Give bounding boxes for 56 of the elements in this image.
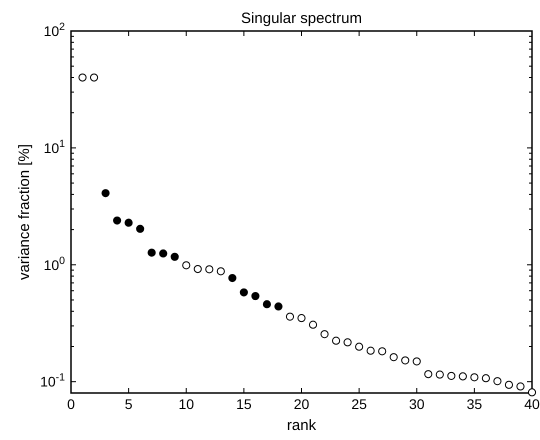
point [286,312,294,321]
point [170,252,179,261]
point [182,261,190,270]
x-tick-label: 15 [236,396,252,412]
y-tick-label: 10$^{-1}$ [40,372,66,390]
point [251,292,260,300]
y-tick-label: 10$^{1}$ [44,138,66,156]
point [136,224,144,233]
point [447,372,456,380]
x-tick-label: 30 [408,396,425,412]
chart-title: Singular spectrum [241,10,362,27]
point [205,265,214,274]
x-tick-label: 40 [524,396,540,412]
point [412,357,421,366]
point [344,338,352,346]
x-tick-label: 25 [351,396,368,412]
point [528,388,536,396]
point [78,73,87,82]
point [274,302,283,311]
point [366,346,375,355]
point [228,274,236,282]
point [493,377,502,386]
point [332,336,340,345]
x-tick-label: 5 [124,396,133,412]
point [458,372,467,380]
point [90,73,98,82]
point [424,370,432,378]
point [401,356,410,364]
point [113,216,122,225]
x-tick-label: 35 [466,396,482,412]
x-tick-label: 10 [178,396,194,412]
point [159,249,168,258]
point [470,373,478,382]
y-axis-title: variance fraction [%] [16,144,33,280]
point [297,314,306,322]
point [240,288,248,296]
point [102,189,110,198]
x-tick-label: 0 [67,396,76,412]
point [148,248,156,257]
point [194,264,202,274]
point [355,342,364,351]
point [216,267,225,276]
x-axis-title: rank [286,417,317,434]
y-tick-label: 10$^{2}$ [44,21,66,39]
point [516,382,525,391]
point [308,320,318,329]
point [436,370,444,379]
point [320,330,329,338]
point [482,374,490,382]
point [504,380,514,389]
point [262,300,271,308]
point [124,218,133,227]
point [390,353,398,362]
y-tick-label: 10$^{0}$ [44,254,66,273]
x-tick-label: 20 [294,396,310,412]
point [378,347,386,356]
